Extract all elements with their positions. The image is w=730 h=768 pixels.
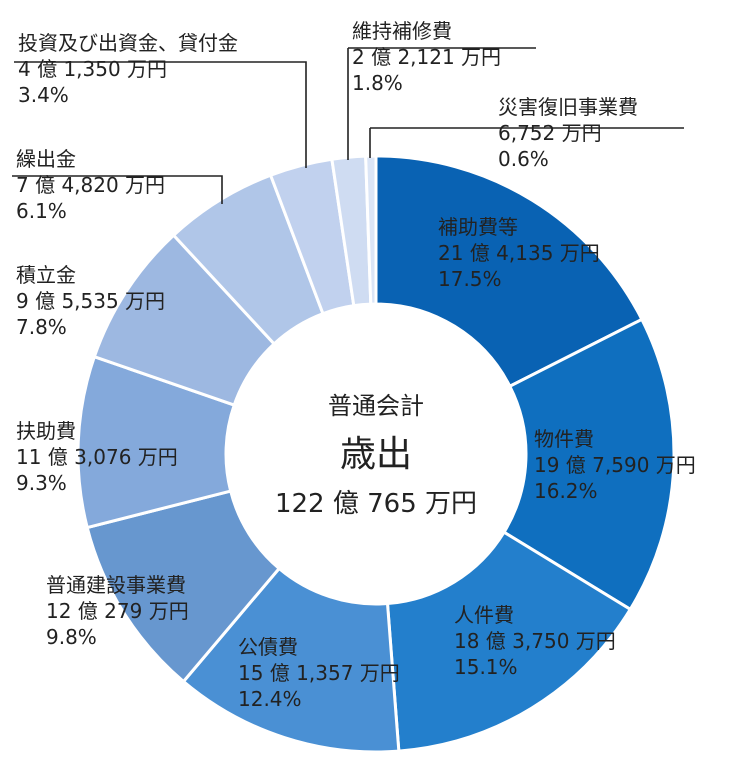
slice-amount-label: 9 億 5,535 万円 [16,289,165,313]
slice-amount-label: 4 億 1,350 万円 [18,57,167,81]
donut-slices [76,154,676,754]
slice-percent-label: 15.1% [454,655,518,679]
slice-category-label: 公債費 [238,635,298,659]
leader-line [12,175,223,204]
slice-percent-label: 6.1% [16,199,67,223]
chart-title: 歳出 [340,434,412,475]
pie-slice [364,154,378,306]
leader-lines [12,47,684,204]
pie-slice [181,566,401,754]
slice-amount-label: 15 億 1,357 万円 [238,661,400,685]
pie-slice [501,317,676,612]
slice-category-label: 補助費等 [438,215,518,239]
slice-percent-label: 12.4% [238,687,302,711]
slice-percent-label: 16.2% [534,479,598,503]
slice-amount-label: 11 億 3,076 万円 [16,445,178,469]
slice-percent-label: 3.4% [18,83,69,107]
slice-category-label: 普通建設事業費 [46,573,186,597]
slice-category-label: 繰出金 [16,147,76,171]
slice-amount-label: 19 億 7,590 万円 [534,453,696,477]
slice-amount-label: 6,752 万円 [498,121,602,145]
slice-category-label: 物件費 [534,427,594,451]
slice-amount-label: 7 億 4,820 万円 [16,173,165,197]
slice-category-label: 投資及び出資金、貸付金 [18,31,238,55]
slice-percent-label: 1.8% [352,71,403,95]
slice-category-label: 積立金 [16,263,76,287]
slice-category-label: 災害復旧事業費 [498,95,638,119]
slice-amount-label: 18 億 3,750 万円 [454,629,616,653]
leader-line [14,61,307,168]
slice-percent-label: 0.6% [498,147,549,171]
slice-amount-label: 2 億 2,121 万円 [352,45,501,69]
slice-amount-label: 12 億 279 万円 [46,599,189,623]
center-label: 普通会計 歳出 122 億 765 万円 [275,392,477,519]
slice-category-label: 人件費 [454,603,514,627]
slice-percent-label: 9.3% [16,471,67,495]
slice-amount-label: 21 億 4,135 万円 [438,241,600,265]
slice-percent-label: 9.8% [46,625,97,649]
chart-total: 122 億 765 万円 [275,489,477,519]
pie-slice [385,530,633,753]
slice-percent-label: 7.8% [16,315,67,339]
slice-category-label: 扶助費 [16,419,76,443]
pie-slice [374,154,644,389]
chart-subtitle: 普通会計 [328,392,424,420]
slice-category-label: 維持補修費 [352,19,452,43]
slice-percent-label: 17.5% [438,267,502,291]
